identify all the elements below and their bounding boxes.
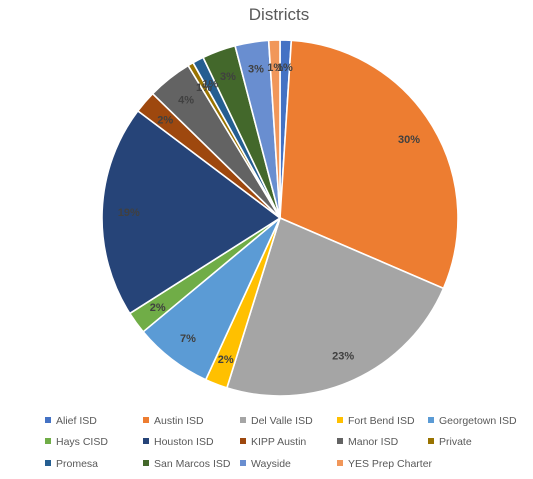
data-label: 2%: [150, 302, 166, 314]
legend-item: Wayside: [240, 458, 291, 470]
legend-item: San Marcos ISD: [143, 458, 231, 470]
legend-label: Manor ISD: [348, 436, 399, 448]
data-label: 30%: [398, 134, 420, 146]
data-labels: 1%30%23%2%7%2%19%2%4%1%1%3%3% 1%: [118, 62, 420, 366]
legend-item: Alief ISD: [45, 415, 97, 427]
pie-slice: [267, 39, 281, 219]
legend-label: Alief ISD: [56, 415, 97, 427]
legend-swatch: [337, 417, 343, 423]
legend-label: Georgetown ISD: [439, 415, 517, 427]
legend-swatch: [337, 438, 343, 444]
legend-item: Hays CISD: [45, 436, 108, 448]
legend-swatch: [45, 460, 51, 466]
pie-slice: [225, 216, 445, 397]
legend-swatch: [337, 460, 343, 466]
pie-slice: [279, 39, 459, 290]
data-label: 2%: [157, 114, 173, 126]
data-label: 1%: [196, 82, 212, 94]
legend-item: Del Valle ISD: [240, 415, 313, 427]
legend-label: Houston ISD: [154, 436, 214, 448]
legend: Alief ISD Austin ISD Del Valle ISD Fort Ben…: [45, 415, 517, 470]
legend-label: Fort Bend ISD: [348, 415, 415, 427]
legend-label: Promesa: [56, 458, 98, 470]
legend-item: Private: [428, 436, 472, 448]
data-label: 4%: [178, 94, 194, 106]
legend-item: YES Prep Charter: [337, 458, 433, 470]
data-label: 1%: [202, 79, 218, 91]
legend-swatch: [143, 417, 149, 423]
legend-item: Austin ISD: [143, 415, 204, 427]
legend-label: Hays CISD: [56, 436, 108, 448]
legend-swatch: [240, 460, 246, 466]
data-label: 1%: [277, 62, 293, 74]
legend-item: Houston ISD: [143, 436, 214, 448]
legend-swatch: [240, 438, 246, 444]
legend-item: Georgetown ISD: [428, 415, 517, 427]
chart-title: Districts: [249, 5, 309, 24]
legend-swatch: [45, 438, 51, 444]
legend-item: Promesa: [45, 458, 98, 470]
legend-label: YES Prep Charter: [348, 458, 433, 470]
legend-swatch: [428, 417, 434, 423]
legend-label: KIPP Austin: [251, 436, 306, 448]
legend-label: Del Valle ISD: [251, 415, 313, 427]
legend-swatch: [428, 438, 434, 444]
data-label: 3%: [220, 71, 236, 83]
legend-label: Wayside: [251, 458, 291, 470]
legend-item: Fort Bend ISD: [337, 415, 415, 427]
data-label: 7%: [180, 333, 196, 345]
legend-label: San Marcos ISD: [154, 458, 231, 470]
legend-swatch: [240, 417, 246, 423]
legend-label: Private: [439, 436, 472, 448]
data-label: 19%: [118, 207, 140, 219]
legend-swatch: [45, 417, 51, 423]
data-label: 2%: [218, 354, 234, 366]
pie-slice: [101, 109, 282, 315]
legend-swatch: [143, 460, 149, 466]
legend-swatch: [143, 438, 149, 444]
legend-label: Austin ISD: [154, 415, 204, 427]
pie-slices: [101, 39, 459, 397]
data-label: 1%: [267, 62, 283, 74]
data-label: 23%: [332, 351, 354, 363]
legend-item: Manor ISD: [337, 436, 399, 448]
legend-item: KIPP Austin: [240, 436, 306, 448]
data-label: 3%: [248, 64, 264, 76]
